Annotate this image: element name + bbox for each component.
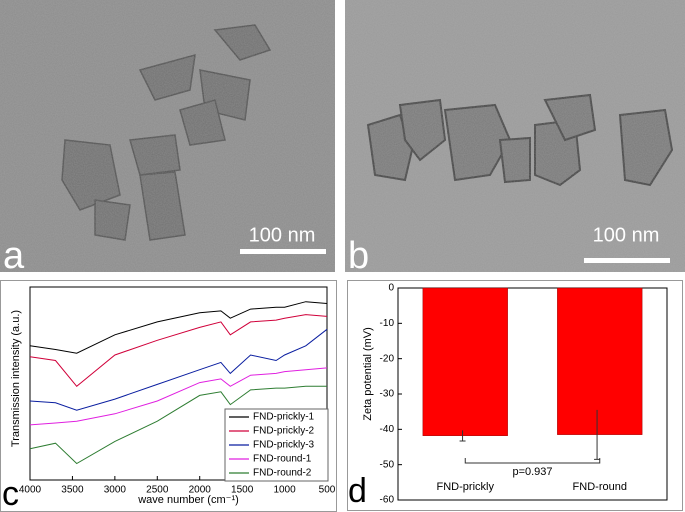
bar (557, 287, 643, 435)
panel-frame (347, 280, 683, 511)
x-tick-label: 1000 (273, 485, 296, 496)
x-tick-label: 3000 (104, 485, 127, 496)
legend-label: FND-round-1 (253, 454, 312, 465)
scale-bar-label: 100 nm (593, 224, 660, 246)
x-axis-label: wave number (cm⁻¹) (137, 494, 239, 506)
spectrum-line (29, 314, 328, 388)
legend-label: FND-prickly-2 (253, 426, 315, 437)
panel-label: a (3, 235, 25, 277)
spectrum-line (29, 367, 328, 426)
y-tick-label: -10 (380, 318, 395, 329)
legend-label: FND-prickly-1 (253, 412, 315, 423)
legend-label: FND-prickly-3 (253, 440, 315, 451)
legend-label: FND-round-2 (253, 468, 312, 479)
spectrum-line (29, 328, 328, 411)
annotation: p=0.937 (512, 466, 552, 478)
panel-label: b (348, 235, 369, 277)
x-tick-label: 4000 (19, 485, 42, 496)
y-axis-label: Zeta potential (mV) (362, 327, 374, 421)
y-tick-label: 0 (388, 283, 394, 294)
scale-bar-label: 100 nm (249, 224, 316, 246)
tem-image-a (0, 0, 335, 272)
panel-label: c (2, 475, 19, 512)
y-tick-label: -20 (380, 353, 395, 364)
scale-bar (584, 258, 670, 263)
spectrum-line (29, 385, 327, 465)
x-tick-label: FND-round (573, 481, 627, 493)
plot-frame (29, 286, 328, 481)
panel-label: d (348, 472, 367, 510)
y-tick-label: -60 (380, 495, 395, 506)
bar (422, 287, 508, 436)
y-tick-label: -40 (380, 424, 395, 435)
spectrum-line (29, 301, 328, 354)
tem-image-b (345, 0, 685, 272)
x-tick-label: FND-prickly (437, 481, 495, 493)
y-axis-label: Transmission intensity (a.u.) (10, 310, 22, 447)
scale-bar (240, 249, 326, 254)
x-tick-label: 2000 (189, 485, 212, 496)
significance-bracket (464, 458, 601, 464)
x-tick-label: 1500 (231, 485, 254, 496)
y-tick-label: -30 (380, 389, 395, 400)
y-tick-label: -50 (380, 459, 395, 470)
x-tick-label: 3500 (61, 485, 84, 496)
x-tick-label: 500 (319, 485, 336, 496)
x-tick-label: 2500 (146, 485, 169, 496)
